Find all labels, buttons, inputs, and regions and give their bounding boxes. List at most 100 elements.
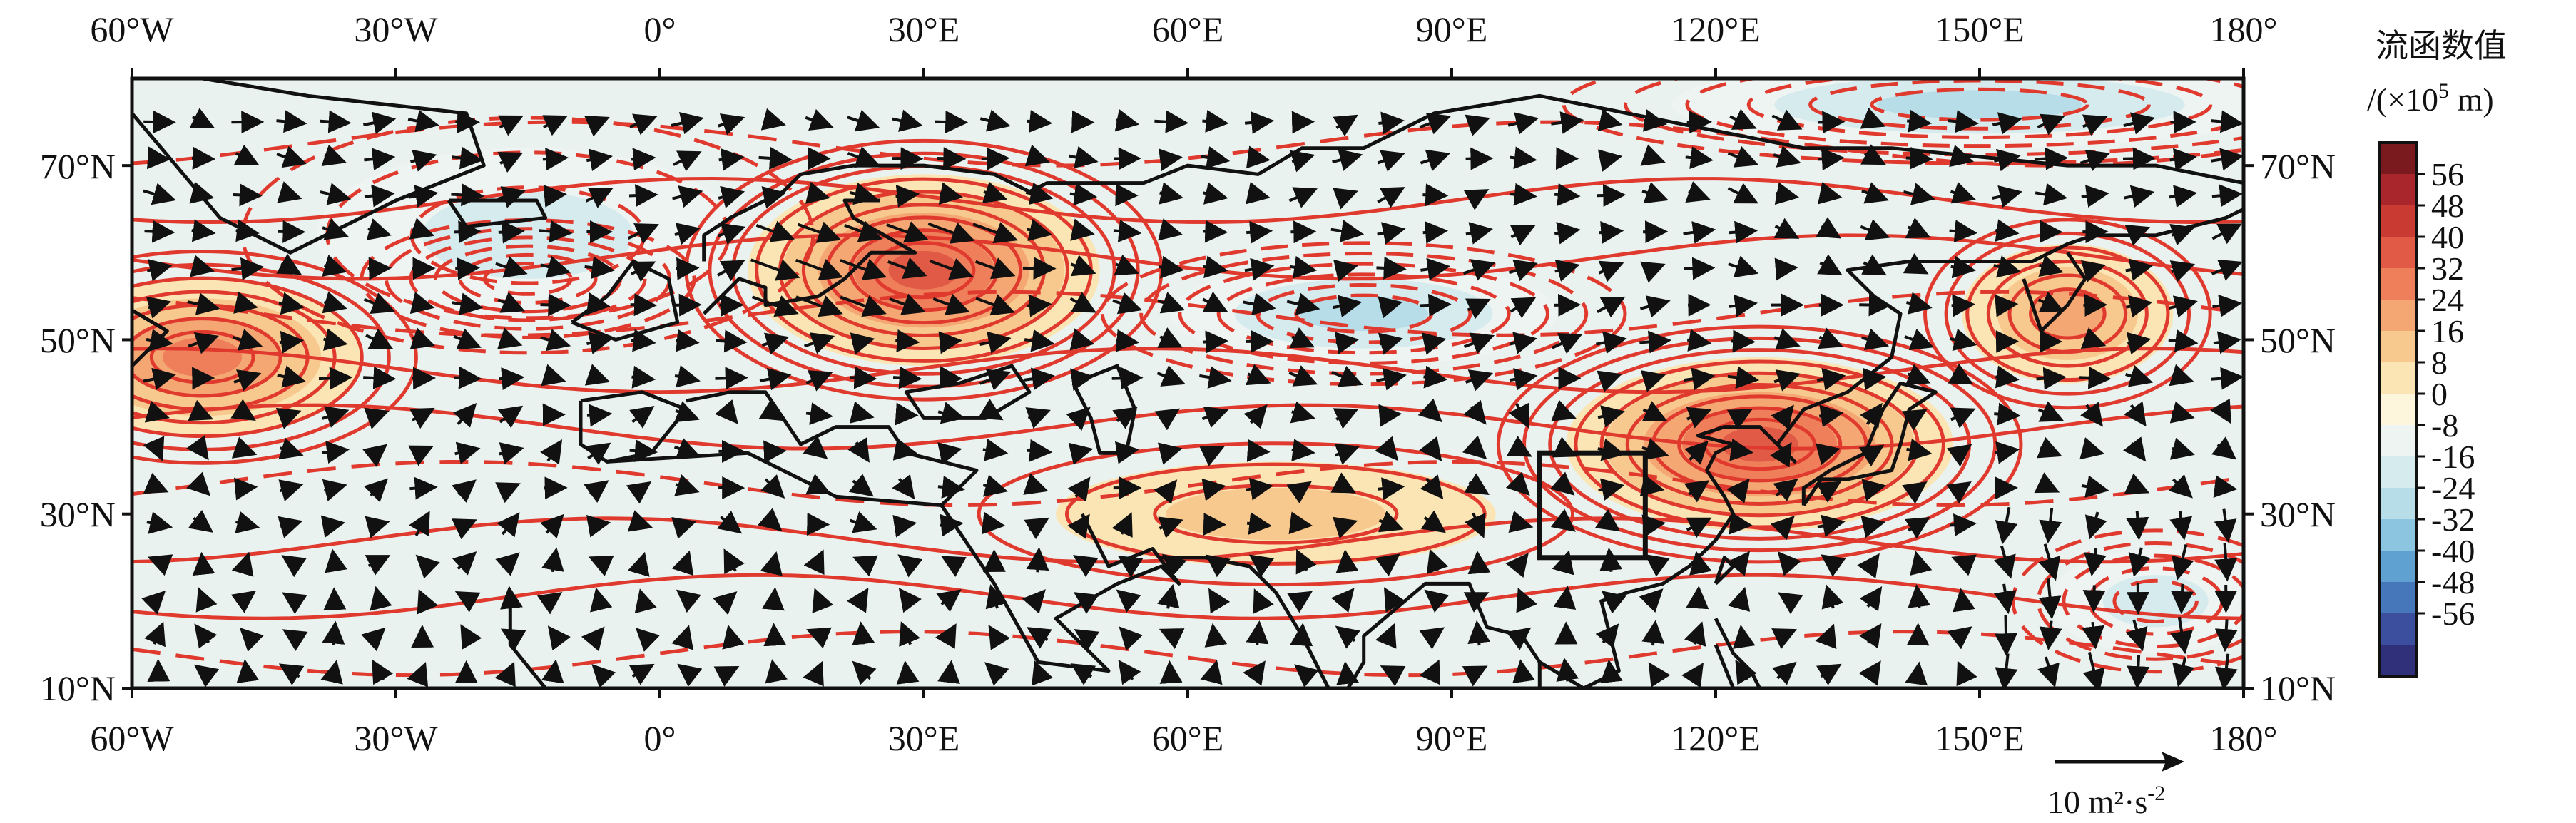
wind-vector <box>938 182 964 205</box>
wind-vector <box>1773 369 1801 392</box>
wind-vector <box>676 329 700 352</box>
wind-vector <box>1950 181 1977 204</box>
wind-vector <box>899 621 920 647</box>
wind-vector <box>1597 108 1623 131</box>
wind-vector <box>1729 438 1754 461</box>
wind-vector <box>1114 254 1140 276</box>
wind-vector <box>1639 330 1672 354</box>
wind-vector <box>981 147 1010 170</box>
wind-vector <box>2124 473 2150 494</box>
wind-vector <box>2125 619 2148 652</box>
wind-vector <box>584 364 611 386</box>
wind-vector <box>409 476 438 500</box>
lon-label-bottom: 60°E <box>1152 718 1224 758</box>
wind-vector <box>1375 436 1399 461</box>
wind-vector <box>323 587 347 610</box>
wind-vector <box>628 184 658 208</box>
wind-vector <box>1510 146 1537 170</box>
wind-vector <box>761 186 787 209</box>
lon-label-bottom: 30°W <box>354 718 438 758</box>
wind-vector <box>586 515 611 538</box>
wind-vector <box>1419 627 1445 650</box>
wind-vector <box>1857 553 1880 579</box>
wind-vector <box>1508 511 1534 533</box>
colorbar-tick-label: 56 <box>2431 156 2464 193</box>
lat-label-left: 50°N <box>40 320 116 360</box>
wind-vector <box>1465 298 1491 320</box>
wind-vector <box>500 628 526 650</box>
colorbar-tick-label: 8 <box>2431 344 2448 381</box>
lat-label-right: 50°N <box>2260 320 2336 360</box>
wind-vector <box>1904 329 1935 351</box>
wind-vector <box>497 152 524 173</box>
wind-vector <box>631 365 656 389</box>
wind-vector <box>1777 551 1801 576</box>
wind-vector <box>1067 476 1091 502</box>
wind-vector <box>1378 332 1403 355</box>
wind-vector <box>977 399 1004 421</box>
wind-vector <box>499 367 525 390</box>
wind-vector <box>1549 471 1575 496</box>
wind-vector <box>2035 183 2068 206</box>
wind-vector <box>1111 512 1133 538</box>
wind-vector <box>1773 328 1801 350</box>
wind-vector <box>1818 111 1846 134</box>
wind-vector <box>322 291 347 314</box>
wind-vector <box>939 366 963 389</box>
wind-vector <box>750 258 800 281</box>
wind-vector <box>364 478 389 503</box>
colorbar-tick-label: 16 <box>2431 313 2464 349</box>
wind-vector <box>1421 332 1447 355</box>
wind-vector <box>364 148 396 171</box>
wind-vector <box>1516 587 1537 613</box>
wind-vector <box>540 329 571 352</box>
wind-vector <box>1947 626 1972 650</box>
streamfunction-contour <box>132 120 2244 168</box>
wind-vector <box>2125 364 2154 387</box>
colorbar-swatch <box>2379 613 2416 645</box>
coastline <box>702 198 917 315</box>
wind-vector <box>1156 365 1186 387</box>
wind-vector <box>1777 592 1803 615</box>
wind-vector <box>146 296 171 319</box>
wind-vector <box>1599 659 1623 684</box>
wind-vector <box>1995 219 2020 242</box>
wind-vector <box>454 591 481 613</box>
streamfunction-contour <box>132 347 2244 394</box>
wind-vector <box>1118 660 1141 685</box>
wind-vector <box>1330 220 1365 242</box>
wind-vector <box>1905 146 1933 170</box>
lat-label-right: 70°N <box>2260 146 2336 186</box>
wind-vector <box>1816 481 1842 503</box>
wind-vector <box>1426 548 1449 575</box>
wind-vector <box>143 367 176 391</box>
wind-vector <box>2214 508 2237 543</box>
wind-vector <box>2080 327 2107 349</box>
wind-vector <box>2080 260 2107 282</box>
wind-vector <box>1858 444 1885 467</box>
lon-label-top: 60°E <box>1152 9 1224 49</box>
streamfunction-contour <box>1870 87 2089 122</box>
wind-vector <box>146 259 173 282</box>
wind-vector <box>852 660 877 685</box>
wind-vector <box>795 295 843 317</box>
wind-vector <box>1068 145 1099 169</box>
wind-vector <box>1244 257 1275 281</box>
wind-vector <box>1597 296 1626 318</box>
wind-vector <box>676 257 700 280</box>
wind-vector <box>1903 253 1929 275</box>
wind-vector <box>1112 407 1138 429</box>
coastline <box>1801 382 1938 506</box>
wind-vector <box>846 588 869 613</box>
wind-vector <box>189 108 215 128</box>
wind-vector <box>2037 436 2062 459</box>
wind-vector <box>1069 292 1097 313</box>
wind-vector <box>1551 333 1583 354</box>
streamfunction-contour <box>132 573 2244 620</box>
lon-label-top: 30°E <box>888 9 960 49</box>
wind-vector <box>409 185 439 208</box>
wind-vector <box>278 516 303 538</box>
wind-vector <box>1861 328 1890 351</box>
wind-vector <box>1376 256 1407 280</box>
wind-vector <box>1420 149 1450 172</box>
